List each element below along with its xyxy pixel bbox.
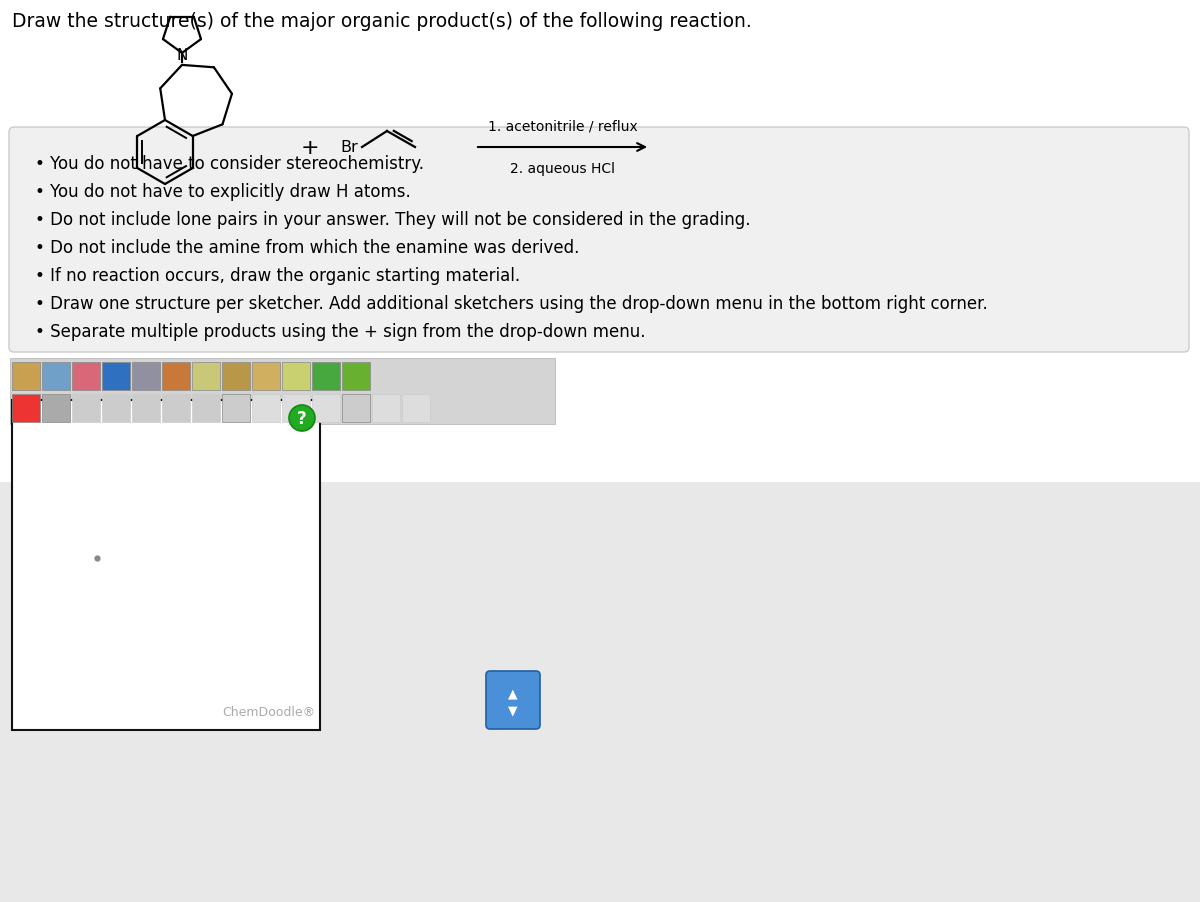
Bar <box>342 363 370 391</box>
Text: • If no reaction occurs, draw the organic starting material.: • If no reaction occurs, draw the organi… <box>35 267 520 285</box>
Text: ▲: ▲ <box>508 686 518 699</box>
Bar <box>192 394 220 422</box>
Bar <box>222 394 250 422</box>
Bar <box>42 394 70 422</box>
Bar <box>252 363 280 391</box>
Bar <box>12 400 320 731</box>
Text: • Do not include lone pairs in your answer. They will not be considered in the g: • Do not include lone pairs in your answ… <box>35 211 750 229</box>
Bar <box>162 394 190 422</box>
Bar <box>402 394 430 422</box>
Bar <box>132 363 160 391</box>
Bar <box>312 363 340 391</box>
Bar <box>162 363 190 391</box>
Bar <box>102 363 130 391</box>
Text: 1. acetonitrile / reflux: 1. acetonitrile / reflux <box>487 119 637 133</box>
Bar <box>102 394 130 422</box>
Bar <box>342 394 370 422</box>
Text: • Separate multiple products using the + sign from the drop-down menu.: • Separate multiple products using the +… <box>35 323 646 341</box>
Text: ?: ? <box>298 410 307 428</box>
Text: Draw the structure(s) of the major organic product(s) of the following reaction.: Draw the structure(s) of the major organ… <box>12 12 751 31</box>
Text: • You do not have to consider stereochemistry.: • You do not have to consider stereochem… <box>35 155 424 173</box>
Bar <box>282 363 310 391</box>
FancyBboxPatch shape <box>486 671 540 729</box>
Bar <box>12 363 40 391</box>
Bar <box>132 394 160 422</box>
Text: Br: Br <box>340 141 358 155</box>
FancyBboxPatch shape <box>10 128 1189 353</box>
Bar <box>192 363 220 391</box>
Bar <box>10 359 554 425</box>
Bar <box>222 363 250 391</box>
Text: ▼: ▼ <box>508 704 518 717</box>
Bar <box>312 394 340 422</box>
Text: N: N <box>176 48 187 63</box>
Bar <box>72 394 100 422</box>
Text: • Do not include the amine from which the enamine was derived.: • Do not include the amine from which th… <box>35 239 580 257</box>
Text: • Draw one structure per sketcher. Add additional sketchers using the drop-down : • Draw one structure per sketcher. Add a… <box>35 295 988 313</box>
Bar <box>372 394 400 422</box>
Bar <box>282 394 310 422</box>
Circle shape <box>289 406 314 431</box>
Bar <box>42 363 70 391</box>
Bar <box>252 394 280 422</box>
Text: • You do not have to explicitly draw H atoms.: • You do not have to explicitly draw H a… <box>35 183 410 201</box>
Text: +: + <box>301 138 319 158</box>
Bar <box>0 483 1200 902</box>
Bar <box>72 363 100 391</box>
Text: 2. aqueous HCl: 2. aqueous HCl <box>510 161 616 176</box>
Text: ChemDoodle®: ChemDoodle® <box>222 705 314 718</box>
Bar <box>12 394 40 422</box>
